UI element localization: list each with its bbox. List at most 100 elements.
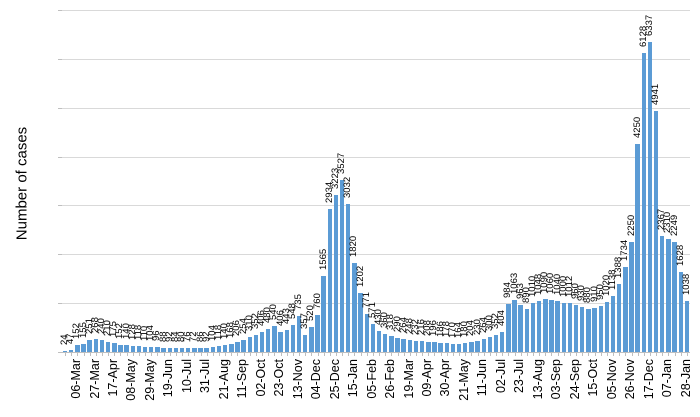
bar <box>142 346 148 352</box>
bar-slot: 164 <box>453 10 464 352</box>
bar-slot: 96 <box>151 10 162 352</box>
x-axis-tick-mark <box>71 352 73 356</box>
x-axis-tick-mark <box>502 352 504 356</box>
x-axis-tick-label: 19-Jun <box>161 359 176 398</box>
bar <box>136 346 142 352</box>
bar <box>259 332 265 352</box>
x-axis-tick-mark <box>656 352 658 356</box>
bar-slot: 930 <box>576 10 587 352</box>
x-axis-tick-mark <box>606 352 608 356</box>
x-axis-tick-mark <box>182 352 184 356</box>
x-axis-tick-mark <box>403 352 405 356</box>
bar <box>370 324 376 352</box>
bar <box>278 332 283 352</box>
x-axis-tick-mark <box>539 352 541 356</box>
x-axis-tick-mark <box>280 352 282 356</box>
bar-slot: 175 <box>108 10 119 352</box>
bar-slot: 47 <box>65 10 76 352</box>
bar <box>616 284 622 352</box>
x-axis-tick-label: 11-Sep <box>235 359 250 399</box>
bar <box>321 275 326 352</box>
x-axis-tick-label: 13-Aug <box>530 359 545 400</box>
x-axis-tick-mark <box>508 352 510 356</box>
bar <box>241 339 246 352</box>
x-axis-tick-mark <box>631 352 633 356</box>
bar-slot: 178 <box>441 10 452 352</box>
bar-slot: 118 <box>213 10 224 352</box>
x-axis-tick-mark <box>434 352 436 356</box>
x-axis-tick-mark <box>89 352 91 356</box>
bar <box>376 331 382 352</box>
x-axis-tick-mark <box>459 352 461 356</box>
bar-slot: 268 <box>90 10 101 352</box>
x-axis-tick-mark <box>292 352 294 356</box>
x-axis-tick-label: 28-Jan <box>678 359 693 398</box>
bar-slot: 3527 <box>336 10 347 352</box>
y-axis-tick-mark <box>58 10 62 11</box>
bar-slot: 92 <box>201 10 212 352</box>
bar-slot: 1012 <box>564 10 575 352</box>
bar <box>536 300 542 352</box>
bar <box>284 330 289 352</box>
x-axis-tick-mark <box>477 352 479 356</box>
bar <box>222 345 228 352</box>
bar <box>155 347 160 352</box>
bar-slot: 963 <box>515 10 526 352</box>
bar <box>456 344 462 352</box>
bar-slot: 168 <box>225 10 236 352</box>
bar-slot: 80 <box>176 10 187 352</box>
bar-slot: 1040 <box>552 10 563 352</box>
bar-slot: 204 <box>465 10 476 352</box>
x-axis-tick-mark <box>360 352 362 356</box>
x-axis-tick-mark <box>317 352 319 356</box>
bar-slot: 186 <box>435 10 446 352</box>
x-axis-tick-label: 29-May <box>142 359 157 401</box>
x-axis-tick-mark <box>428 352 430 356</box>
x-axis-tick-label: 19-Mar <box>401 359 416 399</box>
x-axis-tick-mark <box>163 352 165 356</box>
x-axis-tick-mark <box>348 352 350 356</box>
bar-slot: 4941 <box>650 10 661 352</box>
x-axis-tick-mark <box>613 352 615 356</box>
bar <box>364 314 369 352</box>
x-axis-tick-mark <box>335 352 337 356</box>
bar-slot: 24 <box>59 10 70 352</box>
x-axis-line <box>62 352 690 353</box>
x-axis-tick-mark <box>496 352 498 356</box>
bar-slot: 88 <box>158 10 169 352</box>
x-axis-tick-mark <box>231 352 233 356</box>
bar-slot: 910 <box>589 10 600 352</box>
bar <box>543 298 548 352</box>
bar-slot: 3223 <box>330 10 341 352</box>
x-axis-tick-mark <box>489 352 491 356</box>
bar <box>555 301 560 352</box>
bar-slot: 6128 <box>638 10 649 352</box>
x-axis-tick-mark <box>409 352 411 356</box>
bar <box>327 208 333 352</box>
x-axis-tick-mark <box>440 352 442 356</box>
bar-slot: 1734 <box>619 10 630 352</box>
x-axis-tick-mark <box>200 352 202 356</box>
bar-slot: 771 <box>361 10 372 352</box>
bar-slot: 1048 <box>533 10 544 352</box>
x-axis-tick-label: 25-Dec <box>327 359 342 400</box>
bar <box>672 242 677 352</box>
bar-slot: 430 <box>373 10 384 352</box>
bar <box>272 325 277 352</box>
x-axis-tick-mark <box>643 352 645 356</box>
bar <box>358 293 363 352</box>
x-axis-tick-mark <box>311 352 313 356</box>
bar <box>506 303 511 352</box>
x-axis-tick-mark <box>255 352 257 356</box>
bar-slot: 1565 <box>318 10 329 352</box>
x-axis-tick-mark <box>471 352 473 356</box>
bar-slot: 735 <box>293 10 304 352</box>
x-axis-tick-mark <box>588 352 590 356</box>
x-axis-tick-mark <box>354 352 356 356</box>
bar-slot: 352 <box>250 10 261 352</box>
bar-slot: 104 <box>207 10 218 352</box>
y-axis-tick-mark <box>58 254 62 256</box>
bar <box>475 340 480 352</box>
bar <box>493 334 499 352</box>
bar <box>518 304 523 352</box>
